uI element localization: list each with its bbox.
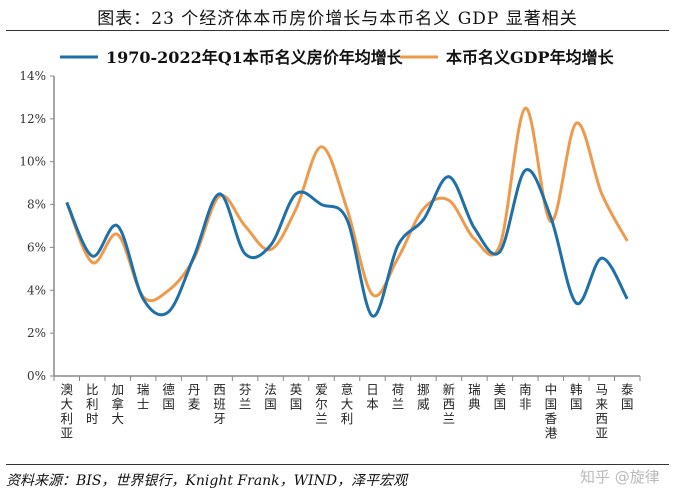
x-tick-label: 加拿大 [111,382,124,426]
y-tick-label: 12% [19,112,46,126]
series-line-0 [65,168,629,318]
line-chart: 0% 2% 4% 6% 8% 10% 12% 14% 澳大利亚比利时加拿大瑞士德国丹麦西班牙芬兰… [19,48,641,441]
source-divider [6,464,669,465]
x-tick-label: 韩国 [570,382,583,412]
watermark: 知乎 @旋律 [580,468,660,486]
x-tick-label: 法国 [264,382,277,412]
x-tick-label: 南非 [519,382,532,412]
x-tick-label: 泰国 [621,382,634,412]
y-tick-label: 2% [27,326,46,340]
legend-label-0: 1970-2022年Q1本币名义房价年均增长 [106,48,404,67]
y-tick-label: 10% [19,155,46,169]
source-note: 资料来源：BIS，世界银行，Knight Frank，WIND，泽平宏观 [6,473,408,489]
x-tick-label: 芬兰 [239,382,252,412]
x-tick-label: 澳大利亚 [60,382,73,441]
x-tick-label: 德国 [162,382,175,412]
x-tick-label: 意大利 [341,382,354,426]
x-tick-label: 西班牙 [213,382,226,426]
y-tick-label: 0% [27,369,46,383]
x-tick-label: 英国 [290,382,303,412]
y-tick-label: 14% [19,69,46,83]
x-tick-label: 瑞士 [137,382,150,412]
legend-label-1: 本币名义GDP年均增长 [446,48,615,67]
x-tick-label: 日本 [366,382,379,412]
title-divider [6,30,669,31]
x-tick-label: 美国 [494,382,507,412]
x-tick-label: 瑞典 [468,382,481,412]
y-tick-label: 6% [27,240,46,254]
series-line-1 [65,106,629,303]
y-tick-label: 8% [27,198,46,212]
x-tick-label: 爱尔兰 [315,382,328,426]
y-tick-label: 4% [27,283,46,297]
x-tick-label: 中国香港 [545,382,558,441]
chart-title: 图表：23 个经济体本币房价增长与本币名义 GDP 显著相关 [97,9,578,29]
x-tick-label: 挪威 [417,382,430,412]
x-tick-label: 丹麦 [188,382,201,412]
x-tick-label: 荷兰 [392,382,405,412]
x-tick-label: 新西兰 [443,382,456,426]
x-tick-label: 马来西亚 [596,382,609,441]
x-tick-label: 比利时 [86,382,99,426]
